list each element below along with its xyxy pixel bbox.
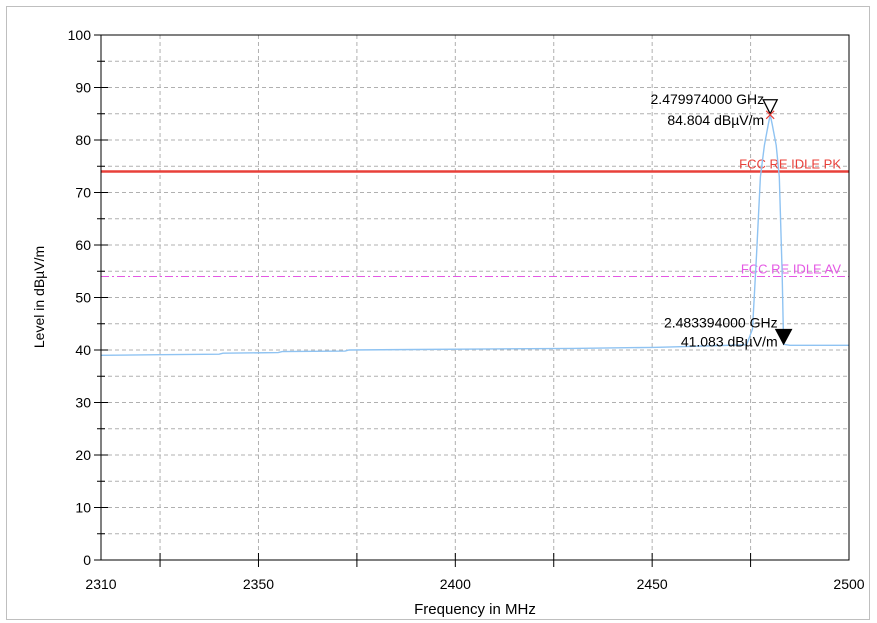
y-tick-label: 60	[75, 237, 91, 253]
y-tick-label: 70	[75, 185, 91, 201]
peak-cross	[765, 110, 775, 120]
series-line	[100, 114, 849, 356]
plot-area	[100, 34, 850, 561]
limit-lines: FCC RE IDLE PK FCC RE IDLE AV	[101, 157, 849, 277]
ticks: 0 10 20 30 40 50 60 70 80 90 100 2310 2350 2400 2450 25…	[68, 27, 865, 592]
limit-line-label: FCC RE IDLE PK	[739, 157, 841, 172]
x-tick-label: 2350	[243, 576, 274, 592]
marker-symbol	[762, 99, 779, 116]
x-tick-label: 2400	[440, 576, 471, 592]
limit-line-label: FCC RE IDLE AV	[741, 262, 842, 277]
y-tick-label: 50	[75, 290, 91, 306]
x-tick-label: 2310	[85, 576, 116, 592]
markers: 2.479974000 GHz 84.804 dBµV/m 2.483394000 …	[651, 91, 793, 349]
y-tick-label: 100	[68, 27, 92, 43]
marker-level-label: 84.804 dBµV/m	[667, 112, 764, 128]
marker-frequency-label: 2.479974000 GHz	[651, 91, 765, 107]
x-axis-label: Frequency in MHz	[414, 601, 536, 618]
y-axis-label: Level in dBµV/m	[31, 246, 47, 348]
y-tick-label: 20	[75, 447, 91, 463]
y-tick-label: 30	[75, 395, 91, 411]
marker-frequency-label: 2.483394000 GHz	[664, 314, 778, 330]
chart-frame	[6, 6, 870, 620]
x-tick-label: 2450	[637, 576, 668, 592]
marker-level-label: 41.083 dBµV/m	[681, 333, 778, 349]
y-tick-label: 90	[75, 80, 91, 96]
y-tick-label: 0	[83, 552, 91, 568]
series-group	[100, 114, 849, 356]
x-tick-label: 2500	[833, 576, 864, 592]
y-tick-label: 10	[75, 500, 91, 516]
y-tick-label: 80	[75, 132, 91, 148]
grid	[101, 35, 849, 560]
y-tick-label: 40	[75, 342, 91, 358]
marker-symbol	[774, 328, 793, 346]
